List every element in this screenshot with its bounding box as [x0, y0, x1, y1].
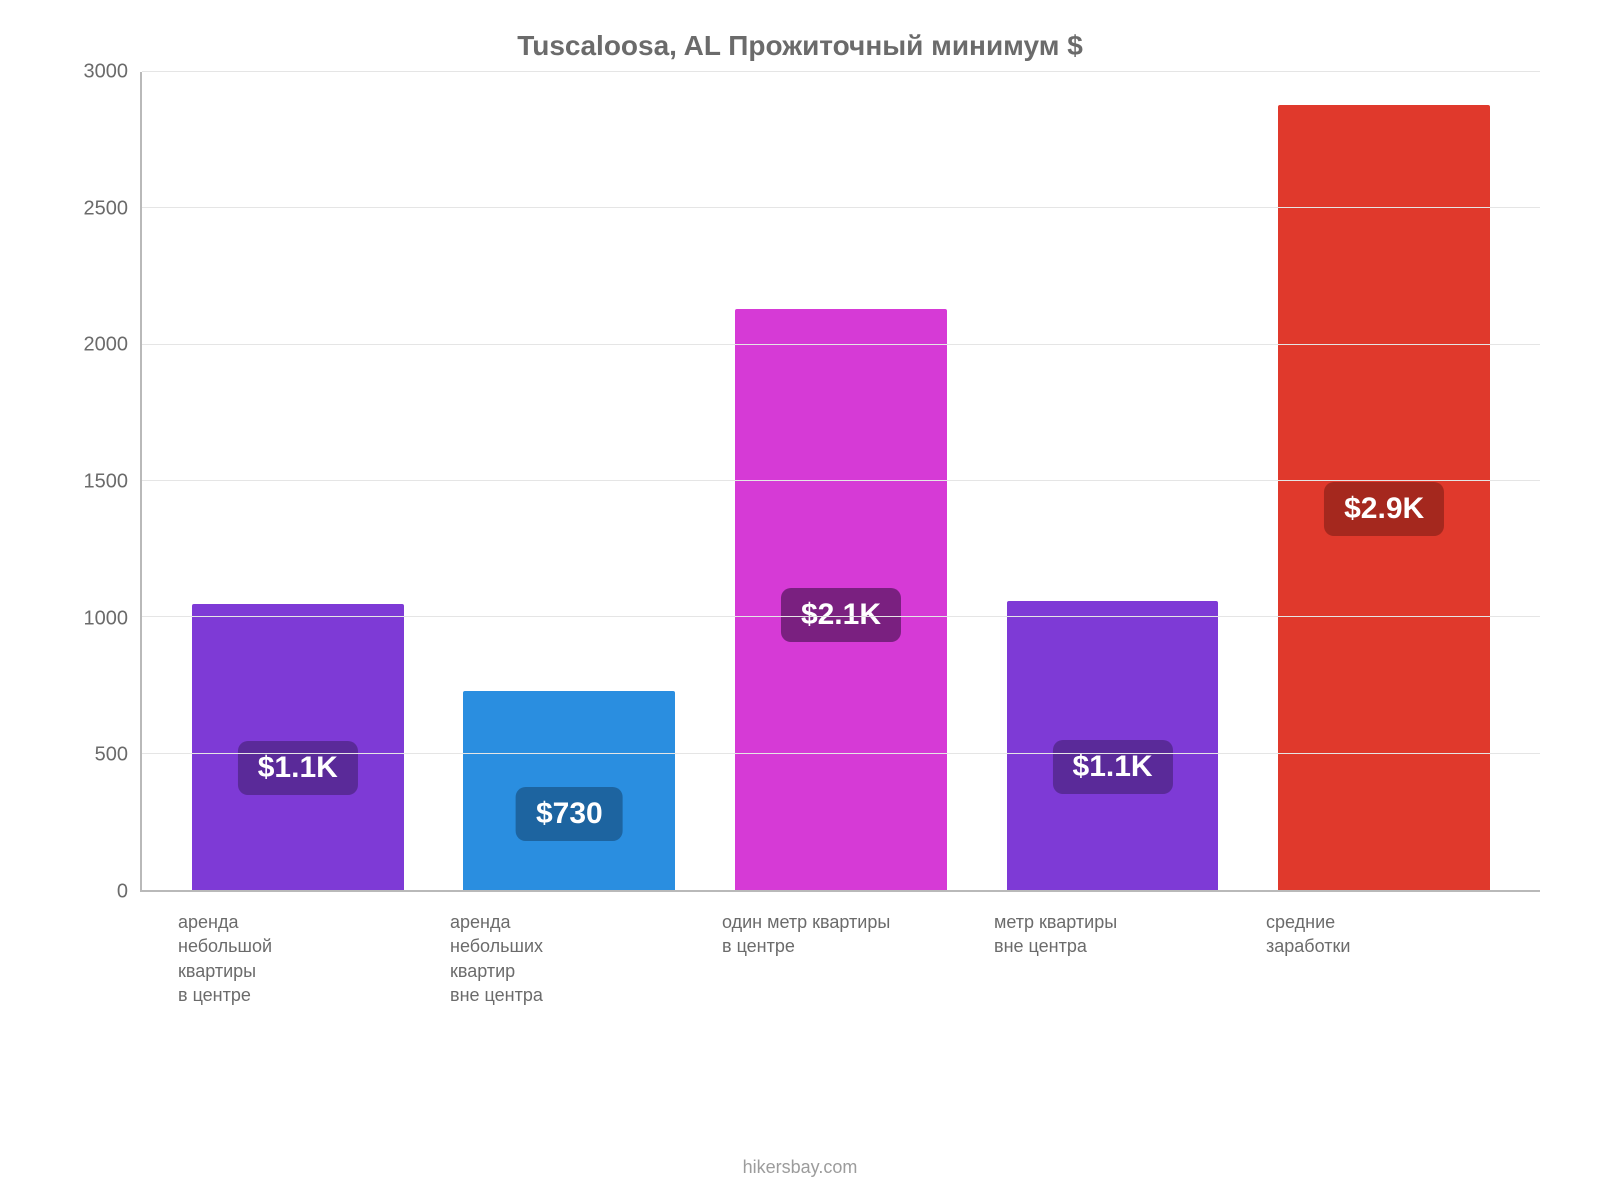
x-axis-labels: аренданебольшойквартирыв центреаренданеб… [140, 892, 1540, 1007]
bar: $2.9K [1278, 105, 1490, 890]
bar-slot: $2.9K [1248, 72, 1520, 890]
bar: $1.1K [192, 604, 404, 890]
chart-container: Tuscaloosa, AL Прожиточный минимум $ 0 50… [0, 0, 1600, 1200]
attribution-text: hikersbay.com [0, 1157, 1600, 1178]
value-badge: $2.1K [781, 588, 901, 642]
y-tick-label: 3000 [60, 61, 128, 84]
grid-line [142, 616, 1540, 617]
chart-title: Tuscaloosa, AL Прожиточный минимум $ [60, 30, 1540, 62]
y-tick-label: 1500 [60, 471, 128, 494]
plot-area: $1.1K $730 $2.1K $1.1K $2.9K [140, 72, 1540, 892]
y-axis: 050010001500200025003000 [60, 72, 140, 892]
y-tick-label: 2500 [60, 197, 128, 220]
y-tick-label: 1000 [60, 607, 128, 630]
x-tick-label: аренданебольшихквартирвне центра [432, 892, 704, 1007]
x-tick-label: аренданебольшойквартирыв центре [160, 892, 432, 1007]
bar-slot: $730 [434, 72, 706, 890]
grid-line [142, 71, 1540, 72]
plot-row: 050010001500200025003000 $1.1K$730$2.1K$… [60, 72, 1540, 892]
value-badge: $1.1K [1053, 740, 1173, 794]
bar: $1.1K [1007, 601, 1219, 890]
y-tick-label: 0 [60, 881, 128, 904]
bar-slot: $1.1K [977, 72, 1249, 890]
bar-slot: $1.1K [162, 72, 434, 890]
bar: $730 [463, 691, 675, 890]
y-tick-label: 500 [60, 744, 128, 767]
x-tick-label: метр квартирывне центра [976, 892, 1248, 1007]
grid-line [142, 344, 1540, 345]
value-badge: $730 [516, 787, 623, 841]
x-tick-label: средниезаработки [1248, 892, 1520, 1007]
grid-line [142, 480, 1540, 481]
x-tick-label: один метр квартирыв центре [704, 892, 976, 1007]
bar-slot: $2.1K [705, 72, 977, 890]
value-badge: $1.1K [238, 741, 358, 795]
grid-line [142, 207, 1540, 208]
grid-line [142, 753, 1540, 754]
value-badge: $2.9K [1324, 482, 1444, 536]
y-tick-label: 2000 [60, 334, 128, 357]
bars-group: $1.1K $730 $2.1K $1.1K $2.9K [142, 72, 1540, 890]
bar: $2.1K [735, 309, 947, 890]
